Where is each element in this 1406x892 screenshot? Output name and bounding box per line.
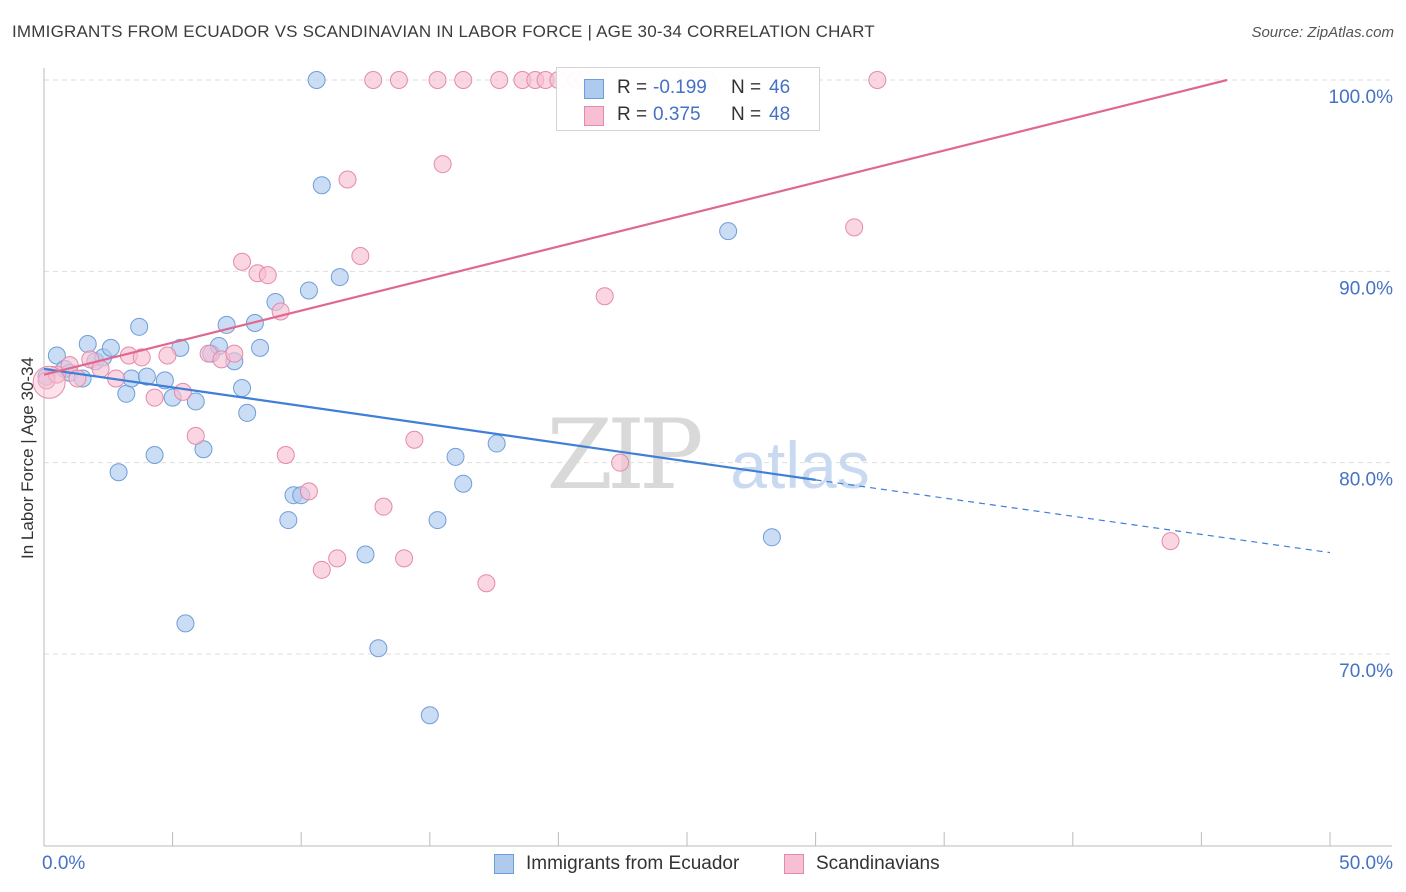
data-point <box>109 463 128 482</box>
correlation-legend: R = -0.199 N = 46 R = 0.375 N = 48 <box>556 67 820 131</box>
data-point <box>356 545 375 564</box>
data-point <box>233 379 252 398</box>
data-point <box>186 426 205 445</box>
y-tick-label: 90.0% <box>1339 278 1393 299</box>
data-point <box>369 639 388 658</box>
y-axis-label: In Labor Force | Age 30-34 <box>18 357 37 559</box>
trend-line-scandinavians <box>43 78 1228 376</box>
legend-swatch-ecuador <box>494 854 514 874</box>
data-point <box>173 382 192 401</box>
data-point <box>176 614 195 633</box>
data-point <box>338 170 357 189</box>
data-point <box>158 346 177 365</box>
legend-n-label: N = <box>731 77 762 98</box>
data-point <box>1161 532 1180 551</box>
data-point <box>328 549 347 568</box>
data-point <box>312 176 331 195</box>
data-point <box>395 549 414 568</box>
y-tick-label: 80.0% <box>1339 470 1393 491</box>
data-point <box>490 71 509 89</box>
data-point <box>307 71 326 89</box>
data-point <box>32 365 66 399</box>
data-point <box>186 392 205 411</box>
y-tick-label: 70.0% <box>1339 661 1393 682</box>
data-point <box>47 346 66 365</box>
data-point <box>312 560 331 579</box>
legend-n-label: N = <box>731 104 762 125</box>
series-legend: Immigrants from Ecuador Scandinavians <box>0 852 1406 878</box>
data-point <box>299 281 318 300</box>
data-point <box>487 434 506 453</box>
trend-line-ecuador <box>43 367 816 481</box>
data-point <box>101 338 120 357</box>
data-point <box>405 430 424 449</box>
data-point <box>364 71 383 89</box>
legend-row-ecuador: R = -0.199 N = 46 <box>557 73 819 101</box>
watermark-zip: ZIP <box>546 399 701 511</box>
y-tick-label: 100.0% <box>1329 87 1394 108</box>
legend-swatch-scandinavians <box>784 854 804 874</box>
data-point <box>145 388 164 407</box>
data-point <box>595 287 614 306</box>
data-point <box>845 218 864 237</box>
source-label: Source: ZipAtlas.com <box>1251 24 1394 41</box>
data-point <box>122 369 141 388</box>
legend-r-value: -0.199 <box>653 77 707 98</box>
data-point <box>130 317 149 336</box>
chart-title: IMMIGRANTS FROM ECUADOR VS SCANDINAVIAN … <box>12 22 875 41</box>
data-point <box>433 155 452 174</box>
series-scandinavians-points <box>32 71 1180 593</box>
data-point <box>420 706 439 725</box>
legend-row-scandinavians: R = 0.375 N = 48 <box>557 100 819 128</box>
data-point <box>132 348 151 367</box>
data-point <box>477 574 496 593</box>
legend-r-value: 0.375 <box>653 104 701 125</box>
legend-r-label: R = <box>617 104 648 125</box>
data-point <box>389 71 408 89</box>
data-point <box>454 474 473 493</box>
legend-r-label: R = <box>617 77 648 98</box>
data-point <box>719 222 738 241</box>
legend-n-value: 48 <box>769 104 791 125</box>
data-point <box>446 447 465 466</box>
x-tick-labels: 0.0% 50.0% <box>42 853 1393 874</box>
data-point <box>428 511 447 530</box>
data-point <box>233 252 252 271</box>
data-point <box>868 71 887 89</box>
x-tick-label: 50.0% <box>1339 853 1393 874</box>
data-point <box>258 266 277 285</box>
data-point <box>374 497 393 516</box>
watermark: ZIP atlas <box>546 399 869 511</box>
trend-lines <box>43 78 1331 554</box>
data-point <box>238 403 257 422</box>
data-point <box>194 440 213 459</box>
legend-swatch-scandinavians <box>584 106 604 126</box>
legend-label-scandinavians: Scandinavians <box>816 853 940 874</box>
legend-n-value: 46 <box>769 77 791 98</box>
data-point <box>428 71 447 89</box>
legend-swatch-ecuador <box>584 79 604 99</box>
data-point <box>225 344 244 363</box>
data-point <box>330 268 349 287</box>
grid-lines <box>44 79 1392 655</box>
x-tick-label: 0.0% <box>42 853 85 874</box>
watermark-atlas: atlas <box>730 428 869 502</box>
data-point <box>145 446 164 465</box>
data-point <box>137 367 156 386</box>
axes <box>43 68 1392 847</box>
y-tick-labels: 100.0% 90.0% 80.0% 70.0% <box>1329 87 1394 682</box>
data-point <box>276 446 295 465</box>
data-point <box>279 511 298 530</box>
data-point <box>299 482 318 501</box>
data-point <box>762 528 781 547</box>
data-point <box>78 335 97 354</box>
data-point <box>251 338 270 357</box>
data-point <box>454 71 473 89</box>
trend-line-ecuador-projection <box>815 479 1331 554</box>
data-point <box>611 453 630 472</box>
data-point <box>117 384 136 403</box>
data-point <box>351 247 370 266</box>
legend-label-ecuador: Immigrants from Ecuador <box>526 853 740 874</box>
